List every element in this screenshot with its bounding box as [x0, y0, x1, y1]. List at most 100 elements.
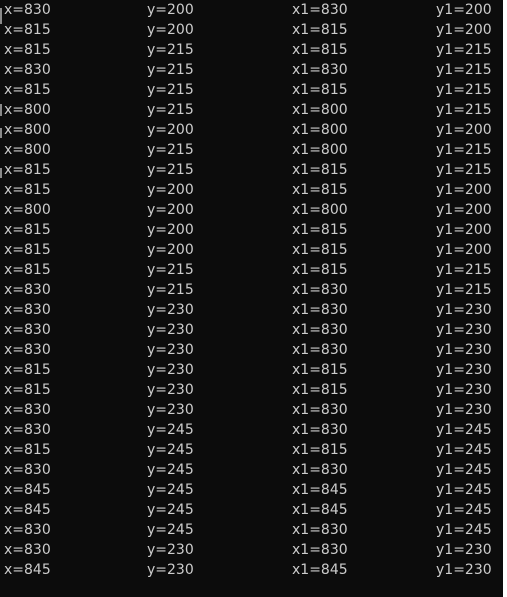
x-value: x=815	[4, 222, 51, 238]
output-line: x=815 y=215 x1=815 y1=215	[0, 260, 503, 280]
x-value: x=845	[4, 502, 51, 518]
x1-value: x1=830	[292, 2, 348, 18]
y1-value: y1=215	[436, 142, 492, 158]
y-value: y=230	[147, 342, 194, 358]
y1-value: y1=245	[436, 502, 492, 518]
x-value: x=815	[4, 362, 51, 378]
output-line: x=830 y=230 x1=830 y1=230	[0, 400, 503, 420]
y-value: y=230	[147, 542, 194, 558]
output-line: x=845 y=245 x1=845 y1=245	[0, 480, 503, 500]
output-line: x=830 y=230 x1=830 y1=230	[0, 320, 503, 340]
x1-value: x1=815	[292, 222, 348, 238]
y-value: y=215	[147, 262, 194, 278]
x1-value: x1=815	[292, 162, 348, 178]
x1-value: x1=815	[292, 442, 348, 458]
y1-value: y1=245	[436, 522, 492, 538]
output-line: x=830 y=245 x1=830 y1=245	[0, 520, 503, 540]
y-value: y=200	[147, 182, 194, 198]
y-value: y=245	[147, 422, 194, 438]
x1-value: x1=830	[292, 462, 348, 478]
x1-value: x1=815	[292, 82, 348, 98]
y1-value: y1=215	[436, 42, 492, 58]
y1-value: y1=215	[436, 282, 492, 298]
x1-value: x1=830	[292, 542, 348, 558]
y-value: y=230	[147, 402, 194, 418]
x1-value: x1=815	[292, 22, 348, 38]
x-value: x=830	[4, 402, 51, 418]
x-value: x=815	[4, 22, 51, 38]
y1-value: y1=200	[436, 122, 492, 138]
y-value: y=245	[147, 442, 194, 458]
x-value: x=815	[4, 162, 51, 178]
x-value: x=830	[4, 62, 51, 78]
x1-value: x1=845	[292, 562, 348, 578]
x-value: x=830	[4, 2, 51, 18]
left-edge-marker	[0, 128, 2, 138]
x-value: x=830	[4, 322, 51, 338]
y1-value: y1=245	[436, 422, 492, 438]
x-value: x=830	[4, 462, 51, 478]
x1-value: x1=830	[292, 342, 348, 358]
output-line: x=830 y=230 x1=830 y1=230	[0, 540, 503, 560]
output-line: x=815 y=200 x1=815 y1=200	[0, 240, 503, 260]
x-value: x=815	[4, 262, 51, 278]
y-value: y=200	[147, 2, 194, 18]
y-value: y=215	[147, 82, 194, 98]
y1-value: y1=215	[436, 82, 492, 98]
y1-value: y1=215	[436, 102, 492, 118]
x1-value: x1=815	[292, 242, 348, 258]
x-value: x=830	[4, 302, 51, 318]
y1-value: y1=200	[436, 22, 492, 38]
output-line: x=815 y=200 x1=815 y1=200	[0, 20, 503, 40]
output-line: x=815 y=215 x1=815 y1=215	[0, 40, 503, 60]
y-value: y=215	[147, 282, 194, 298]
x-value: x=830	[4, 422, 51, 438]
y1-value: y1=200	[436, 182, 492, 198]
x1-value: x1=815	[292, 182, 348, 198]
x1-value: x1=830	[292, 302, 348, 318]
x1-value: x1=830	[292, 62, 348, 78]
y1-value: y1=200	[436, 202, 492, 218]
x1-value: x1=830	[292, 402, 348, 418]
x1-value: x1=815	[292, 262, 348, 278]
x-value: x=815	[4, 382, 51, 398]
x-value: x=815	[4, 82, 51, 98]
x-value: x=800	[4, 202, 51, 218]
output-line: x=815 y=200 x1=815 y1=200	[0, 220, 503, 240]
y-value: y=215	[147, 102, 194, 118]
x-value: x=845	[4, 562, 51, 578]
x-value: x=815	[4, 242, 51, 258]
y-value: y=200	[147, 22, 194, 38]
y-value: y=215	[147, 62, 194, 78]
x1-value: x1=815	[292, 362, 348, 378]
window-edge	[503, 0, 507, 597]
x1-value: x1=830	[292, 522, 348, 538]
y1-value: y1=230	[436, 402, 492, 418]
x1-value: x1=830	[292, 322, 348, 338]
output-line: x=815 y=245 x1=815 y1=245	[0, 440, 503, 460]
y1-value: y1=245	[436, 442, 492, 458]
x1-value: x1=830	[292, 282, 348, 298]
output-line: x=830 y=200 x1=830 y1=200	[0, 0, 503, 20]
y-value: y=230	[147, 302, 194, 318]
y-value: y=200	[147, 122, 194, 138]
output-line: x=830 y=245 x1=830 y1=245	[0, 460, 503, 480]
y1-value: y1=230	[436, 362, 492, 378]
left-edge-marker	[0, 168, 2, 178]
x1-value: x1=815	[292, 42, 348, 58]
y-value: y=230	[147, 322, 194, 338]
y-value: y=245	[147, 522, 194, 538]
y-value: y=215	[147, 162, 194, 178]
output-line: x=815 y=230 x1=815 y1=230	[0, 360, 503, 380]
x1-value: x1=800	[292, 202, 348, 218]
y-value: y=245	[147, 482, 194, 498]
output-line: x=815 y=200 x1=815 y1=200	[0, 180, 503, 200]
y1-value: y1=200	[436, 2, 492, 18]
y-value: y=230	[147, 382, 194, 398]
left-edge-marker	[0, 8, 2, 24]
output-line: x=830 y=215 x1=830 y1=215	[0, 60, 503, 80]
y1-value: y1=200	[436, 242, 492, 258]
y-value: y=230	[147, 362, 194, 378]
x1-value: x1=830	[292, 422, 348, 438]
